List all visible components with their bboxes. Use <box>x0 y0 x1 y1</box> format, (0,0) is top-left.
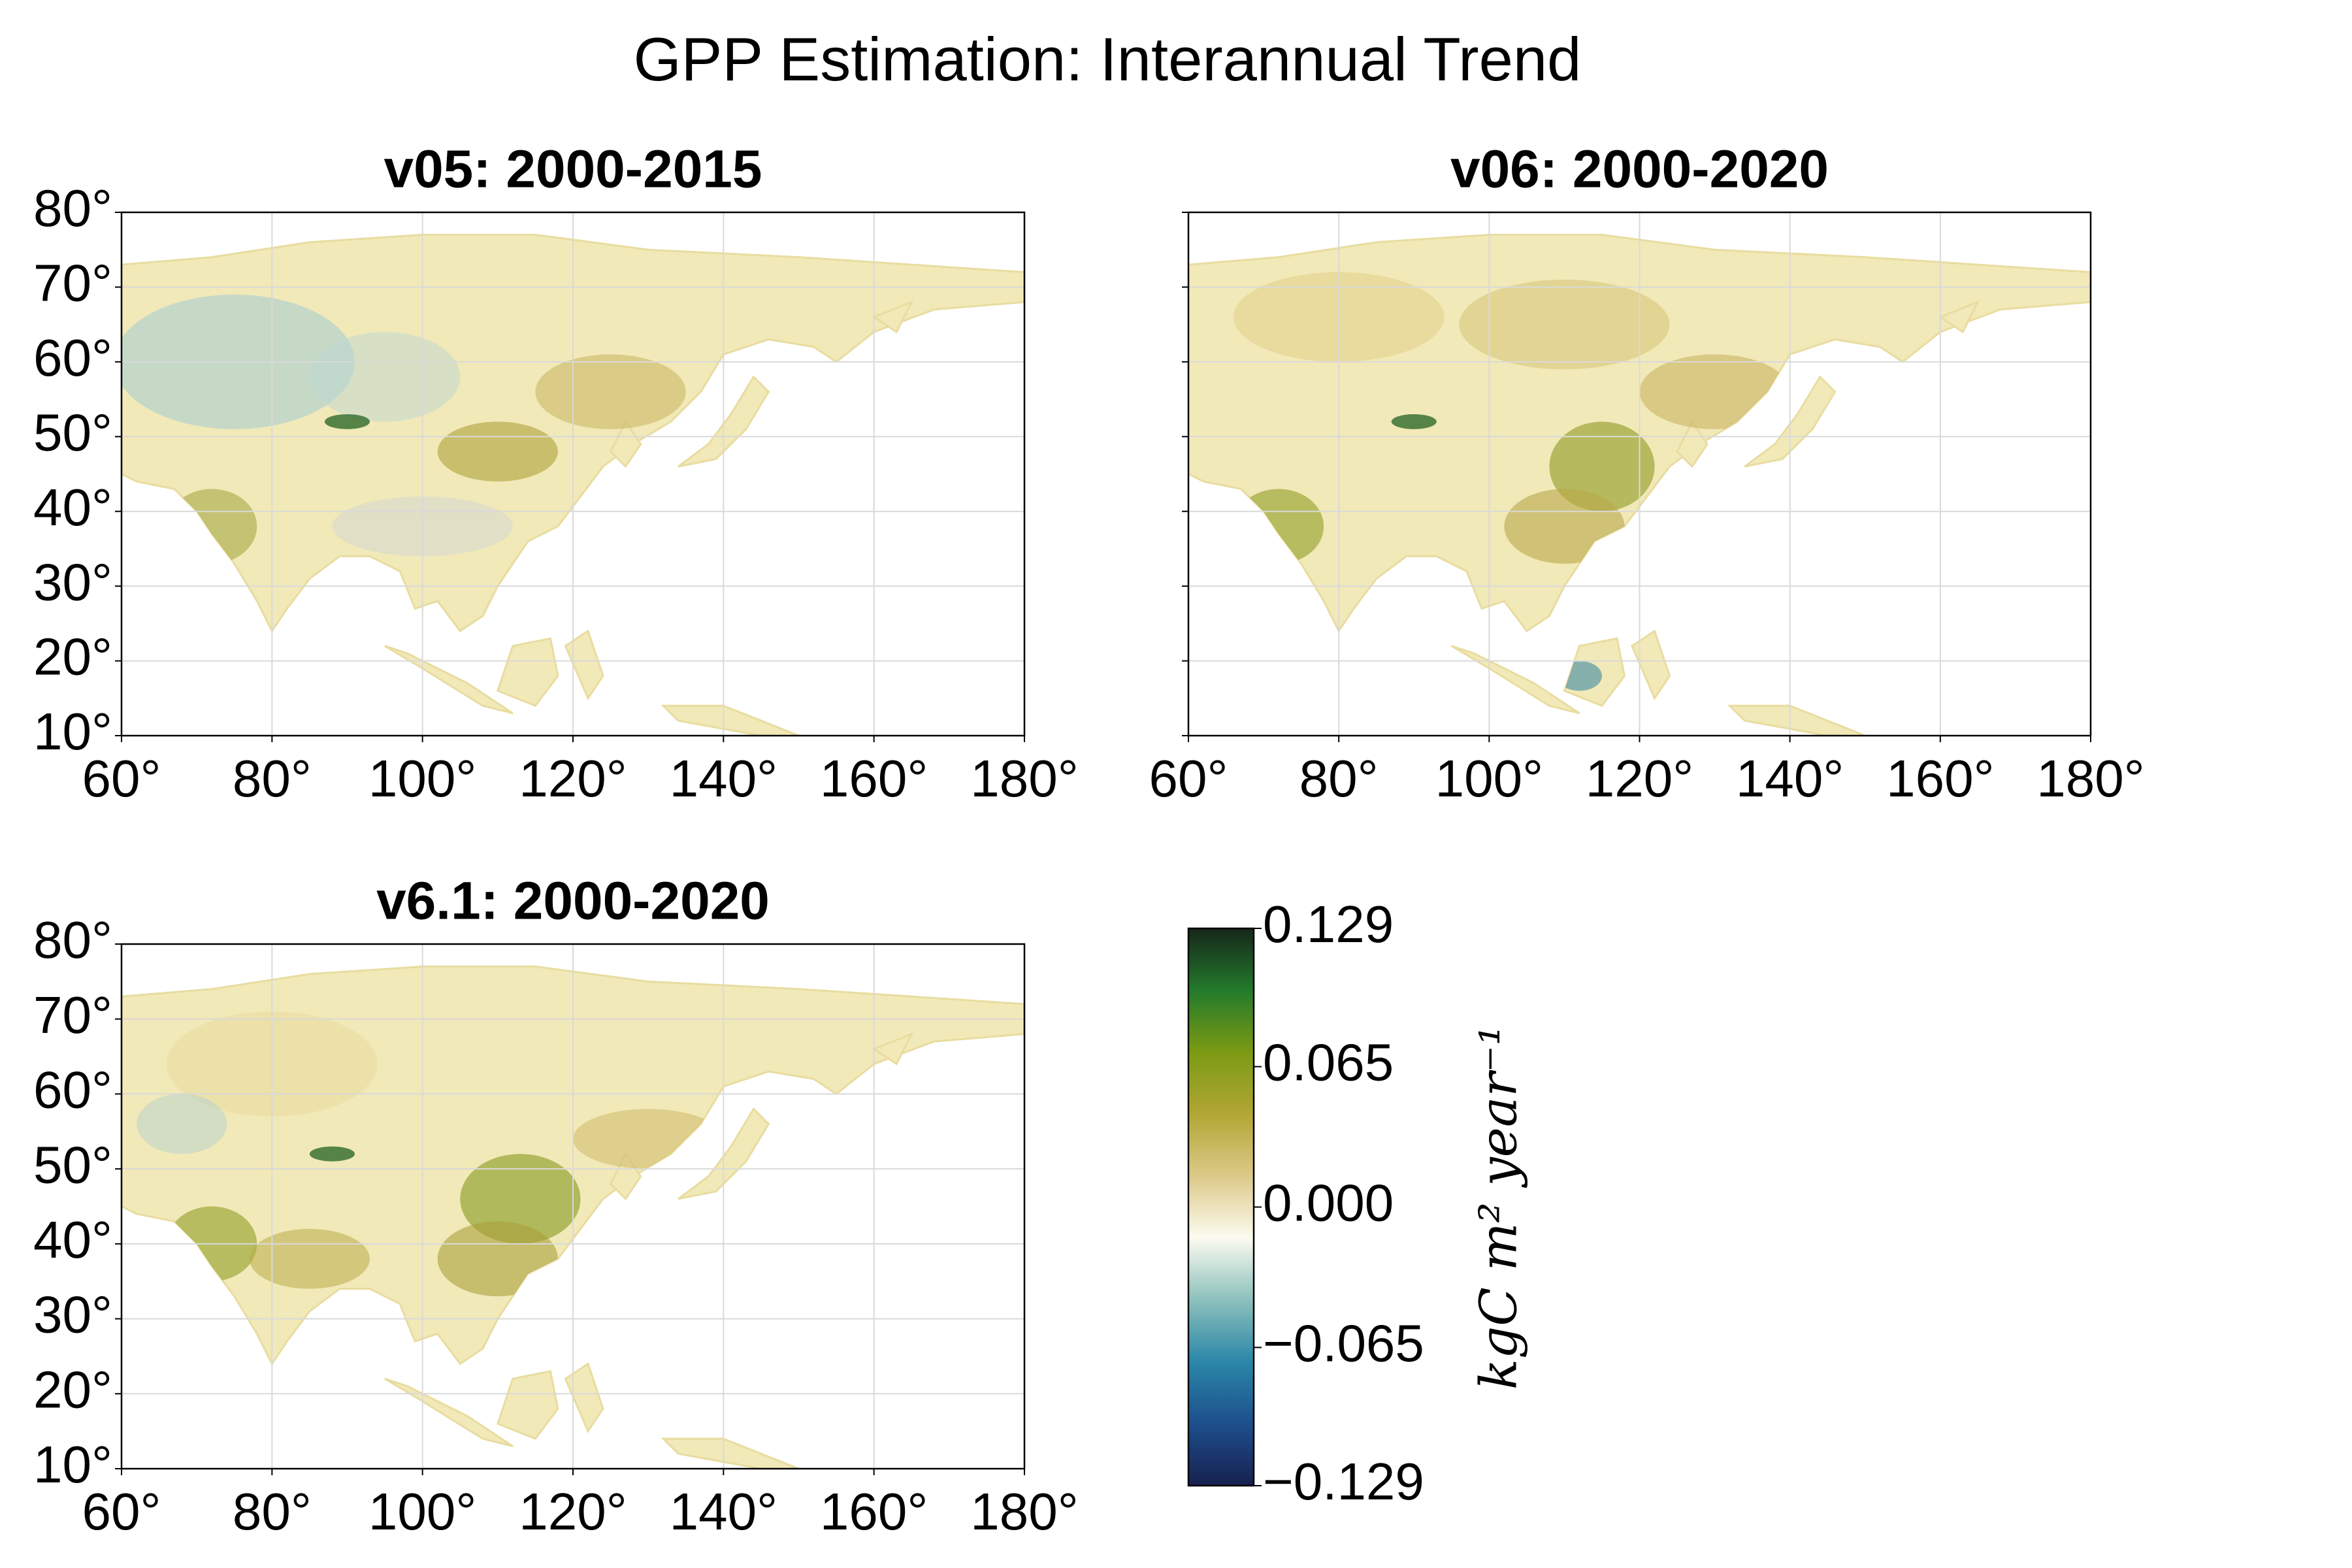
y-tick-label: 50° <box>33 403 112 461</box>
x-tick-label: 100° <box>368 749 476 808</box>
land <box>496 1370 559 1440</box>
colorbar-tick-label: 0.065 <box>1263 1034 1394 1092</box>
land <box>1727 704 1866 736</box>
x-tick-label: 160° <box>1886 749 1994 808</box>
x-tick-label: 100° <box>368 1482 476 1541</box>
map-area <box>1188 212 2091 736</box>
trend-patch <box>324 414 370 429</box>
x-tick-label: 180° <box>970 749 1078 808</box>
trend-patch <box>1233 489 1324 564</box>
colorbar-tick-label: −0.129 <box>1263 1452 1424 1511</box>
y-tick-label: 70° <box>33 254 112 312</box>
axes-frame <box>120 211 1026 737</box>
x-tick-label: 180° <box>2036 749 2144 808</box>
land <box>1676 419 1708 468</box>
colorbar-tick-label: 0.000 <box>1263 1174 1394 1232</box>
x-tick-label: 120° <box>519 749 627 808</box>
land <box>496 637 559 708</box>
colorbar <box>1187 927 1255 1487</box>
land <box>661 704 800 736</box>
land <box>678 1107 770 1200</box>
trend-patch <box>137 1094 227 1154</box>
y-tick-label: 20° <box>33 1360 112 1418</box>
land <box>661 1437 800 1469</box>
land <box>1744 375 1837 468</box>
x-tick-label: 80° <box>1299 749 1379 808</box>
land <box>384 1377 514 1448</box>
x-tick-label: 80° <box>233 1482 312 1541</box>
y-tick-label: 40° <box>33 478 112 536</box>
x-tick-label: 180° <box>970 1482 1078 1541</box>
trend-patch <box>309 332 461 422</box>
y-tick-label: 30° <box>33 1286 112 1344</box>
x-tick-label: 120° <box>1586 749 1693 808</box>
land <box>1938 300 1980 334</box>
trend-patch <box>460 1154 581 1244</box>
trend-patch <box>1556 661 1602 691</box>
land <box>609 419 642 468</box>
y-tick-label: 10° <box>33 702 112 760</box>
y-tick-label: 40° <box>33 1211 112 1269</box>
y-tick-label: 80° <box>33 911 112 969</box>
x-tick-label: 100° <box>1435 749 1543 808</box>
map-area <box>122 212 1024 736</box>
trend-patch <box>1549 421 1655 512</box>
y-tick-label: 20° <box>33 628 112 686</box>
y-tick-label: 10° <box>33 1435 112 1494</box>
colorbar-tick-label: 0.129 <box>1263 895 1394 953</box>
y-tick-label: 60° <box>33 329 112 387</box>
land <box>564 629 604 700</box>
x-tick-label: 120° <box>519 1482 627 1541</box>
land <box>678 375 770 468</box>
x-tick-label: 140° <box>670 1482 777 1541</box>
y-tick-label: 80° <box>33 179 112 237</box>
panel-title: v6.1: 2000-2020 <box>376 872 770 931</box>
trend-patch <box>535 354 686 429</box>
x-tick-label: 140° <box>1736 749 1844 808</box>
trend-patch <box>1459 279 1670 370</box>
y-tick-label: 60° <box>33 1061 112 1119</box>
trend-patch <box>437 1221 558 1297</box>
x-tick-label: 60° <box>82 1482 161 1541</box>
axes-frame <box>1187 211 2092 737</box>
x-tick-label: 80° <box>233 749 312 808</box>
trend-patch <box>249 1228 370 1289</box>
x-tick-label: 140° <box>670 749 777 808</box>
land <box>384 645 514 715</box>
trend-patch <box>437 421 558 482</box>
colorbar-tick-label: −0.065 <box>1263 1315 1424 1373</box>
trend-patch <box>573 1109 724 1169</box>
panel-title: v06: 2000-2020 <box>1450 140 1829 199</box>
x-tick-label: 60° <box>1149 749 1228 808</box>
trend-patch <box>167 489 257 564</box>
y-tick-label: 70° <box>33 986 112 1044</box>
map-area <box>122 944 1024 1469</box>
land <box>1631 629 1671 700</box>
figure-title: GPP Estimation: Interannual Trend <box>634 25 1582 93</box>
land <box>1451 645 1580 715</box>
trend-patch <box>1504 489 1625 564</box>
panel-title: v05: 2000-2015 <box>384 140 762 199</box>
land <box>872 1032 914 1066</box>
y-tick-label: 30° <box>33 553 112 611</box>
x-tick-label: 160° <box>820 749 928 808</box>
trend-patch <box>1391 414 1437 429</box>
x-tick-label: 160° <box>820 1482 928 1541</box>
axes-frame <box>120 943 1026 1470</box>
land <box>872 300 914 334</box>
land <box>564 1362 604 1433</box>
x-tick-label: 60° <box>82 749 161 808</box>
trend-patch <box>309 1146 355 1162</box>
y-tick-label: 50° <box>33 1135 112 1194</box>
colorbar-label: kgC m² year⁻¹ <box>1470 1025 1529 1390</box>
